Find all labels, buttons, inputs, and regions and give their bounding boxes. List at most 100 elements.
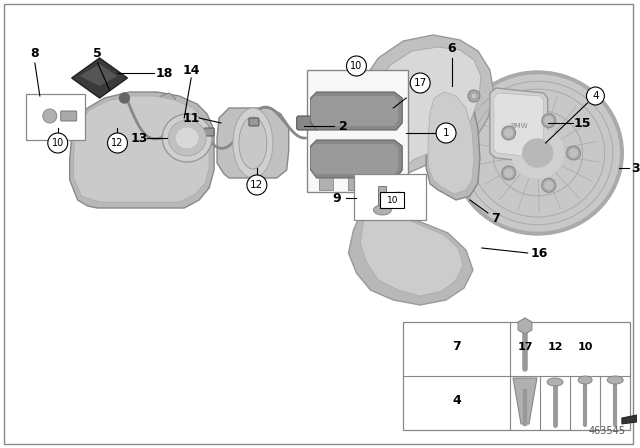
Text: 5: 5	[93, 47, 102, 60]
Polygon shape	[371, 47, 481, 180]
FancyBboxPatch shape	[307, 70, 408, 192]
Polygon shape	[356, 35, 494, 186]
Polygon shape	[74, 96, 209, 202]
Circle shape	[570, 149, 577, 157]
Polygon shape	[518, 318, 532, 334]
Ellipse shape	[578, 376, 592, 384]
FancyBboxPatch shape	[355, 174, 426, 220]
Circle shape	[346, 56, 367, 76]
Circle shape	[385, 100, 391, 106]
Ellipse shape	[163, 114, 212, 162]
Text: 18: 18	[156, 66, 173, 79]
Text: 6: 6	[448, 42, 456, 55]
Circle shape	[586, 87, 604, 105]
Text: 2: 2	[339, 120, 348, 133]
Text: 7: 7	[452, 340, 461, 353]
Polygon shape	[310, 140, 403, 178]
FancyBboxPatch shape	[26, 94, 84, 140]
Text: 13: 13	[131, 132, 148, 145]
Circle shape	[502, 166, 516, 180]
Text: 17: 17	[517, 342, 532, 352]
Circle shape	[471, 93, 477, 99]
Ellipse shape	[607, 376, 623, 384]
Polygon shape	[310, 144, 398, 174]
Ellipse shape	[547, 378, 563, 386]
Text: 12: 12	[111, 138, 124, 148]
Circle shape	[505, 169, 513, 177]
Text: 12: 12	[547, 342, 563, 352]
Circle shape	[505, 129, 513, 137]
FancyBboxPatch shape	[297, 116, 319, 130]
Ellipse shape	[43, 109, 57, 123]
Polygon shape	[428, 92, 474, 194]
Text: 10: 10	[387, 195, 398, 204]
Polygon shape	[349, 188, 473, 305]
FancyBboxPatch shape	[380, 192, 404, 208]
Text: 4: 4	[452, 394, 461, 407]
Text: BMW: BMW	[510, 123, 527, 129]
FancyBboxPatch shape	[378, 178, 392, 190]
Ellipse shape	[239, 117, 267, 169]
Circle shape	[382, 97, 394, 109]
Text: 11: 11	[182, 112, 200, 125]
Text: 16: 16	[531, 246, 548, 259]
FancyBboxPatch shape	[4, 4, 633, 444]
Circle shape	[436, 123, 456, 143]
Polygon shape	[490, 88, 548, 163]
FancyBboxPatch shape	[319, 178, 333, 190]
Text: 10: 10	[577, 342, 593, 352]
Ellipse shape	[512, 128, 564, 178]
Polygon shape	[622, 412, 640, 424]
Ellipse shape	[394, 192, 403, 200]
Polygon shape	[217, 108, 289, 178]
Ellipse shape	[233, 108, 273, 178]
Circle shape	[542, 178, 556, 192]
Polygon shape	[72, 58, 127, 98]
Circle shape	[545, 181, 553, 190]
Polygon shape	[310, 96, 398, 126]
Text: 7: 7	[492, 211, 500, 224]
Text: 3: 3	[631, 161, 639, 175]
Circle shape	[566, 146, 580, 160]
FancyBboxPatch shape	[204, 128, 214, 136]
Circle shape	[108, 133, 127, 153]
Circle shape	[410, 73, 430, 93]
Circle shape	[247, 175, 267, 195]
Circle shape	[545, 116, 553, 125]
Ellipse shape	[373, 205, 391, 215]
Polygon shape	[494, 93, 543, 158]
Circle shape	[120, 93, 129, 103]
Polygon shape	[70, 92, 214, 208]
Text: 12: 12	[250, 180, 264, 190]
Circle shape	[48, 133, 68, 153]
FancyBboxPatch shape	[403, 322, 630, 430]
Text: 15: 15	[573, 116, 591, 129]
Ellipse shape	[523, 139, 552, 167]
FancyBboxPatch shape	[378, 186, 387, 210]
Polygon shape	[513, 378, 537, 424]
Text: 10: 10	[52, 138, 64, 148]
Text: 1: 1	[443, 128, 449, 138]
Circle shape	[542, 114, 556, 128]
Ellipse shape	[175, 127, 199, 149]
Polygon shape	[159, 114, 187, 196]
Text: 8: 8	[31, 47, 39, 60]
Polygon shape	[360, 193, 463, 296]
Text: 9: 9	[332, 191, 341, 204]
Polygon shape	[310, 92, 403, 130]
Polygon shape	[79, 64, 118, 86]
Polygon shape	[157, 93, 175, 114]
Ellipse shape	[452, 71, 623, 235]
Text: 17: 17	[413, 78, 427, 88]
FancyBboxPatch shape	[349, 178, 362, 190]
FancyBboxPatch shape	[249, 118, 259, 126]
Text: 10: 10	[350, 61, 363, 71]
Text: 14: 14	[182, 64, 200, 77]
Circle shape	[468, 90, 480, 102]
Ellipse shape	[168, 120, 206, 156]
Text: 463545: 463545	[588, 426, 625, 436]
Polygon shape	[426, 86, 480, 200]
Circle shape	[502, 126, 516, 140]
Text: 4: 4	[592, 91, 599, 101]
FancyBboxPatch shape	[61, 111, 77, 121]
